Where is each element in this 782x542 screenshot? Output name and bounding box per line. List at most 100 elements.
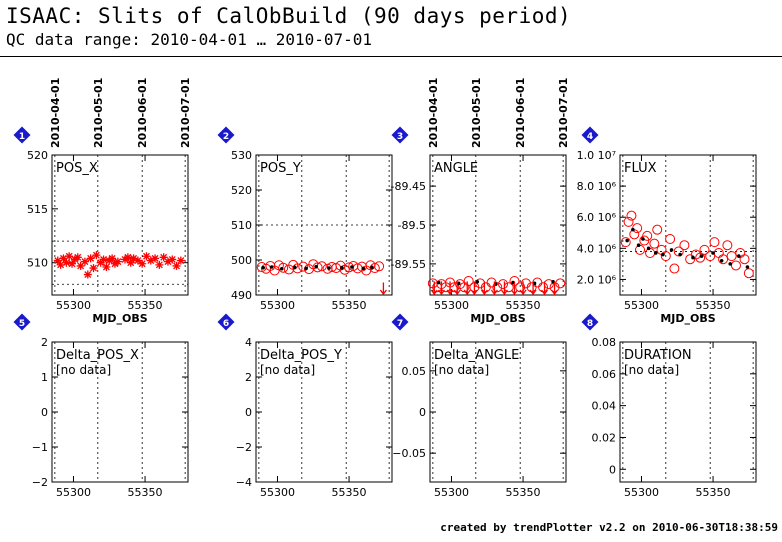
data-point	[62, 258, 71, 267]
data-point	[73, 253, 82, 262]
no-data-label: [no data]	[260, 363, 315, 377]
data-point	[172, 261, 181, 270]
panel-title: POS_Y	[260, 161, 301, 176]
data-point	[730, 260, 741, 271]
y-tick-label: 490	[231, 289, 252, 302]
y-tick-label: 0	[419, 406, 426, 419]
panel-badge-icon	[217, 313, 235, 331]
chart-panel-flux: 4	[581, 126, 757, 296]
footer-credit: created by trendPlotter v2.2 on 2010-06-…	[440, 521, 778, 534]
data-point	[625, 238, 629, 243]
data-point	[646, 246, 651, 251]
date-tick-label: 2010-05-01	[470, 78, 483, 148]
data-point	[705, 251, 716, 262]
x-axis-label: MJD_OBS	[470, 312, 525, 325]
data-point	[151, 254, 160, 263]
data-point-limit	[446, 281, 454, 296]
x-tick-label: 55350	[128, 299, 163, 312]
data-point	[102, 263, 111, 271]
data-point	[155, 260, 164, 269]
data-point	[327, 266, 331, 270]
data-point	[142, 252, 151, 261]
panel-title: FLUX	[624, 161, 657, 176]
chart-panel-delta-pos-x: 5	[13, 313, 189, 483]
data-point	[660, 251, 671, 262]
data-point-limit	[463, 281, 471, 296]
y-tick-label: 6.0 10⁶	[577, 211, 617, 224]
data-point	[642, 230, 653, 241]
panel-badge-icon	[391, 126, 409, 144]
data-point	[669, 263, 680, 274]
panel-badge-icon	[217, 126, 235, 144]
data-point	[645, 248, 656, 258]
x-tick-label: 55350	[332, 486, 367, 499]
data-point-limit	[551, 281, 559, 296]
panel-badge-icon	[391, 313, 409, 331]
data-point-limit	[470, 281, 478, 296]
data-point	[269, 265, 274, 269]
y-tick-label: -89.5	[398, 219, 426, 232]
panel-badge-number: 6	[223, 319, 229, 329]
y-tick-label: −1	[32, 441, 48, 454]
panel-badge-number: 2	[223, 132, 229, 142]
panel-badge-number: 5	[19, 319, 25, 329]
y-tick-label: 530	[231, 149, 252, 162]
data-point	[168, 255, 177, 264]
data-point	[59, 254, 68, 263]
data-point	[436, 280, 441, 285]
x-tick-label: 55300	[260, 299, 295, 312]
data-point	[492, 282, 503, 293]
plot-frame	[619, 341, 757, 483]
data-point	[635, 244, 646, 255]
panel-badge-icon	[581, 313, 599, 331]
panel-badge-number: 8	[587, 319, 593, 329]
data-point	[133, 256, 142, 265]
date-tick-label: 2010-06-01	[514, 78, 527, 148]
data-point	[65, 252, 74, 261]
y-tick-label: 500	[231, 254, 252, 267]
x-tick-label: 55350	[506, 486, 541, 499]
y-tick-label: 0.05	[402, 365, 427, 378]
y-tick-label: 2.0 10⁶	[577, 273, 617, 286]
data-point	[278, 262, 289, 273]
data-point	[312, 262, 323, 273]
chart-panel-delta-pos-y: 6	[217, 313, 393, 483]
y-tick-label: 8.0 10⁶	[577, 180, 617, 193]
data-point	[292, 263, 303, 274]
x-tick-label: 55300	[56, 299, 91, 312]
data-point-limit	[430, 281, 438, 296]
data-point	[722, 240, 733, 251]
x-tick-label: 55300	[434, 299, 469, 312]
data-point	[56, 260, 65, 269]
data-point	[370, 265, 374, 270]
data-point	[695, 252, 706, 263]
y-tick-label: 2	[41, 336, 48, 349]
date-range-subtitle: QC data range: 2010-04-01 … 2010-07-01	[6, 30, 373, 49]
y-tick-label: 0	[245, 406, 252, 419]
y-tick-label: 520	[27, 149, 48, 162]
data-point	[665, 234, 676, 244]
data-point	[76, 261, 85, 270]
data-point	[728, 262, 733, 266]
data-point	[340, 265, 344, 270]
data-point	[96, 258, 105, 267]
data-point	[699, 254, 704, 258]
data-point	[123, 253, 132, 262]
data-point	[641, 237, 645, 241]
date-tick-label: 2010-07-01	[557, 78, 570, 148]
plot-frame	[429, 154, 567, 296]
data-point	[555, 278, 566, 289]
x-tick-label: 55300	[434, 486, 469, 499]
data-point	[673, 246, 684, 257]
data-point-limit	[453, 281, 461, 296]
data-point	[737, 254, 741, 258]
data-point	[108, 254, 117, 263]
data-point	[745, 265, 750, 269]
data-point	[314, 264, 318, 269]
y-tick-label: 0.02	[592, 431, 617, 444]
data-point	[498, 279, 509, 290]
y-tick-label: 1	[41, 371, 48, 384]
x-tick-label: 55350	[696, 299, 731, 312]
y-tick-label: 0.08	[592, 336, 617, 349]
